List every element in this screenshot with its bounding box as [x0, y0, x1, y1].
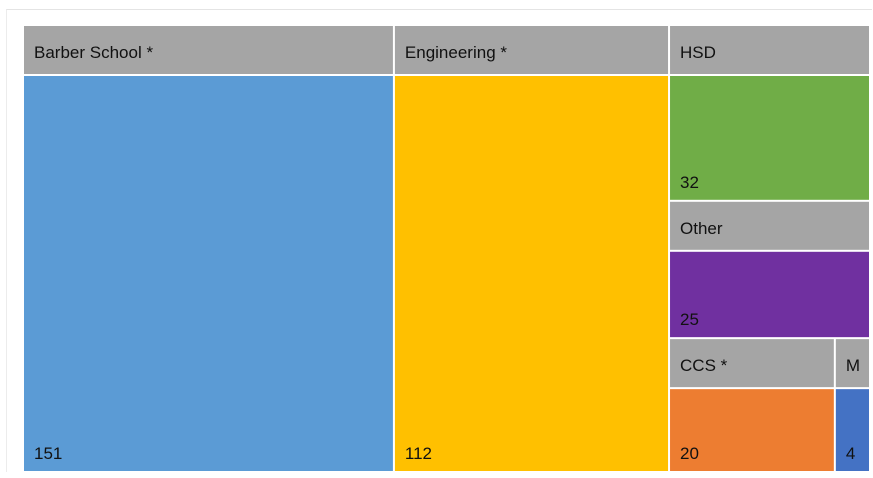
header-other	[670, 201, 869, 250]
tile-engineering	[394, 76, 669, 471]
tile-ccs	[670, 389, 834, 471]
label-m: M	[846, 356, 860, 375]
label-engineering: Engineering *	[405, 43, 507, 62]
value-engineering: 112	[405, 444, 432, 463]
value-barber-school: 151	[34, 444, 62, 463]
label-other: Other	[680, 219, 723, 238]
value-other: 25	[680, 310, 699, 329]
tile-m	[835, 389, 869, 471]
header-m	[835, 339, 869, 388]
label-hsd: HSD	[680, 43, 716, 62]
tile-hsd	[670, 76, 869, 200]
header-engineering	[394, 26, 669, 74]
value-hsd: 32	[680, 173, 699, 192]
label-barber-school: Barber School *	[34, 43, 153, 62]
chart-frame	[6, 9, 872, 472]
header-barber-school	[24, 26, 393, 74]
header-hsd	[670, 26, 869, 74]
label-ccs: CCS *	[680, 356, 728, 375]
value-m: 4	[846, 444, 855, 463]
tile-other	[670, 251, 869, 338]
value-ccs: 20	[680, 444, 699, 463]
tile-barber-school	[24, 76, 393, 471]
header-ccs	[670, 339, 834, 388]
